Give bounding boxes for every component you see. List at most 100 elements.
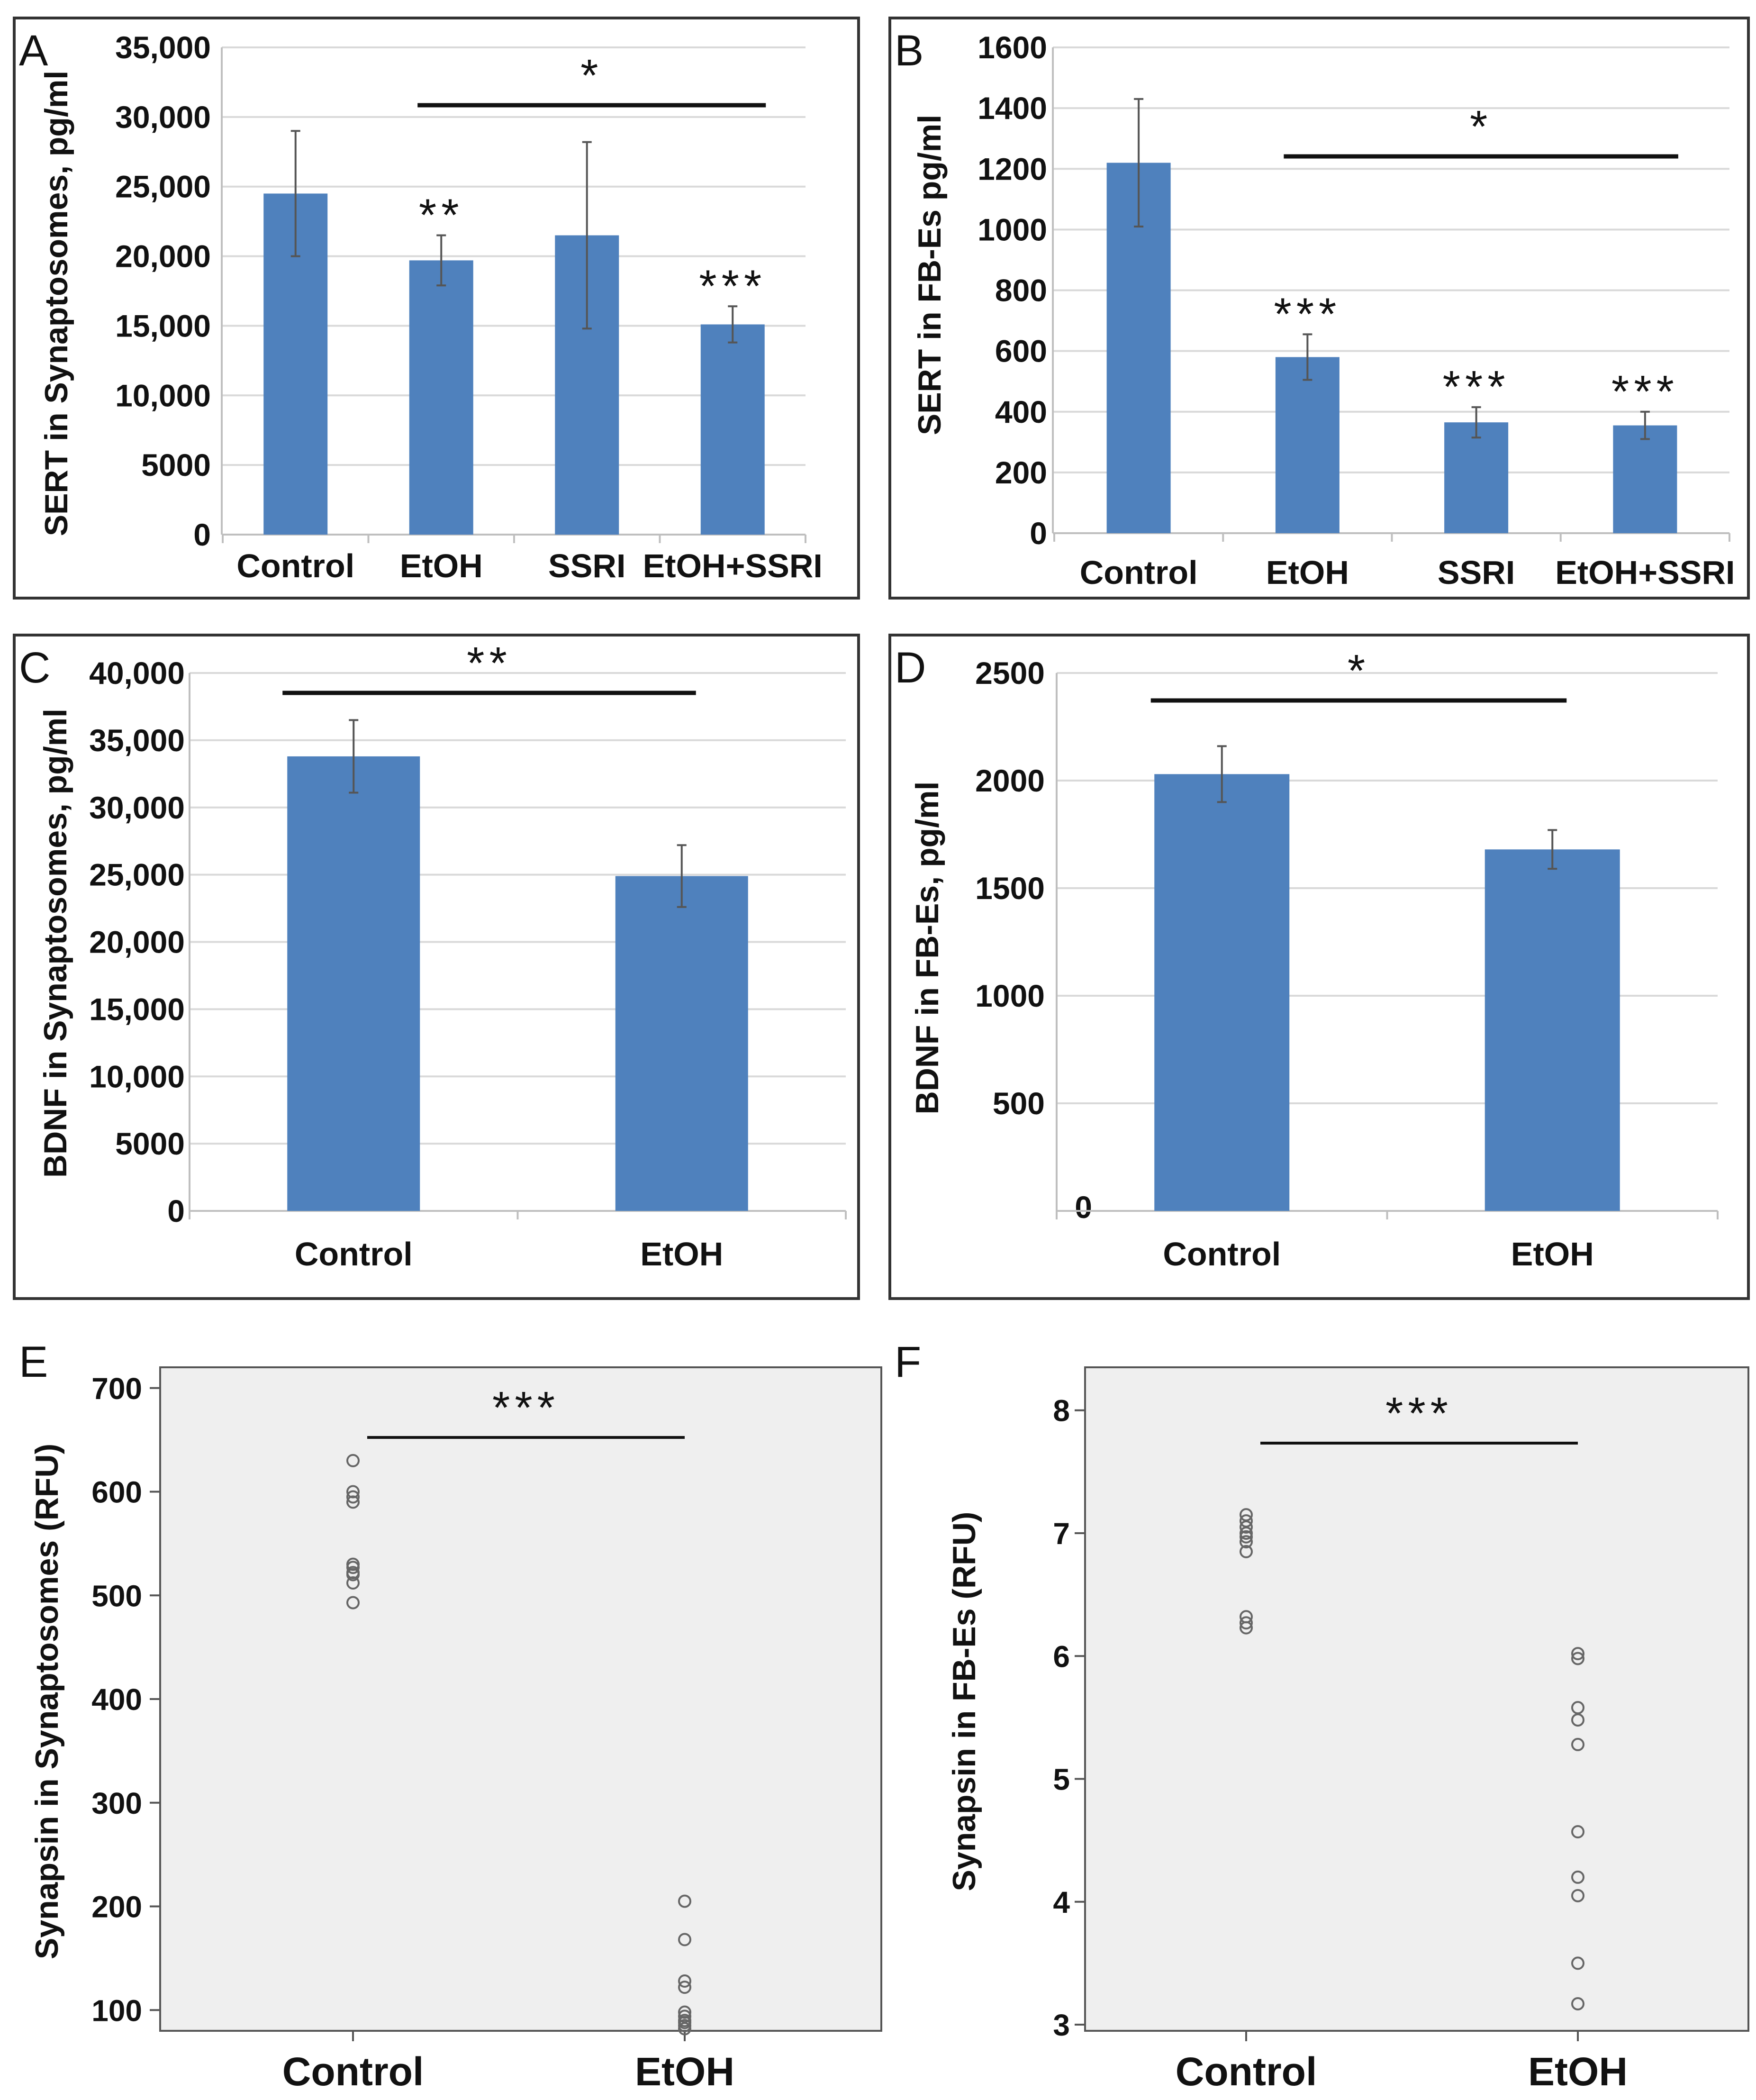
- data-point-etoh: [1571, 1997, 1584, 2010]
- data-point-control: [1240, 1545, 1253, 1558]
- y-tick-label: 1500: [975, 871, 1045, 906]
- panel-f: F 3 4 5 6 7 8 Control EtOH *** Synapsin in FB-Es (…: [895, 1338, 1749, 2094]
- data-point-etoh: [678, 1974, 691, 1988]
- data-point-etoh: [1571, 1889, 1584, 1902]
- y-tick-label: 5000: [141, 447, 211, 482]
- y-axis-label: Synapsin in Synaptosomes (RFU): [29, 1444, 65, 1959]
- data-point-control: [346, 1485, 360, 1499]
- data-point-etoh: [1571, 1870, 1584, 1884]
- y-tick-label: 1400: [978, 91, 1047, 126]
- y-tick-label: 30,000: [115, 100, 211, 135]
- data-point-etoh: [1571, 1737, 1584, 1751]
- data-point-etoh: [1571, 1825, 1584, 1838]
- y-tick-label: 300: [91, 1786, 142, 1820]
- y-tick-label: 15,000: [115, 308, 211, 343]
- x-category-label: EtOH: [1511, 1236, 1594, 1273]
- y-tick-label: 0: [167, 1193, 185, 1228]
- y-tick-label: 20,000: [89, 925, 185, 960]
- data-point-control: [346, 1561, 360, 1574]
- x-category-label: SSRI: [548, 547, 625, 584]
- y-tick-label: 0: [193, 517, 211, 552]
- y-tick-label: 1000: [978, 212, 1047, 247]
- bar-control: [1154, 774, 1290, 1211]
- panel-letter: B: [895, 27, 923, 75]
- data-point-control: [346, 1490, 360, 1504]
- data-point-control: [1240, 1535, 1253, 1549]
- x-category-label: Control: [295, 1236, 413, 1273]
- data-point-control: [1240, 1621, 1253, 1635]
- data-point-etoh: [678, 2022, 691, 2036]
- bar-etoh: [1275, 357, 1340, 533]
- y-tick-label: 40,000: [89, 655, 185, 691]
- significance-label: ***: [1443, 362, 1510, 412]
- data-point-control: [346, 1596, 360, 1609]
- bracket-label: *: [580, 50, 603, 101]
- panel-frame: [13, 17, 860, 600]
- data-point-etoh: [1571, 1713, 1584, 1727]
- y-tick-label: 1600: [978, 30, 1047, 65]
- y-tick-label: 0: [1075, 1190, 1092, 1225]
- significance-label: ***: [1611, 366, 1679, 417]
- y-tick-label: 5: [1053, 1763, 1070, 1797]
- x-category-label: Control: [1080, 554, 1198, 591]
- data-point-control: [346, 1454, 360, 1467]
- y-tick-label: 600: [91, 1475, 142, 1509]
- bracket-label: ***: [492, 1382, 560, 1433]
- y-tick-label: 15,000: [89, 991, 185, 1027]
- x-category-label: Control: [282, 2049, 424, 2094]
- y-tick-label: 25,000: [115, 169, 211, 204]
- y-tick-label: 20,000: [115, 239, 211, 274]
- panel-letter: E: [19, 1338, 48, 1386]
- y-tick-label: 1000: [975, 978, 1045, 1013]
- x-category-label: EtOH+SSRI: [1555, 554, 1735, 591]
- x-category-label: EtOH: [1266, 554, 1349, 591]
- x-category-label: EtOH+SSRI: [643, 547, 823, 584]
- y-tick-label: 35,000: [115, 30, 211, 65]
- y-tick-label: 7: [1053, 1517, 1070, 1551]
- data-point-control: [1240, 1530, 1253, 1544]
- panel-letter: C: [19, 644, 50, 692]
- y-tick-label: 2000: [975, 763, 1045, 798]
- x-category-label: Control: [1163, 1236, 1281, 1273]
- y-tick-label: 100: [91, 1993, 142, 2027]
- bar-etoh-ssri: [700, 324, 765, 535]
- y-tick-label: 35,000: [89, 723, 185, 758]
- data-point-control: [346, 1576, 360, 1590]
- data-point-control: [1240, 1520, 1253, 1534]
- bracket-label: ***: [1385, 1388, 1453, 1439]
- y-tick-label: 3: [1053, 2008, 1070, 2042]
- y-tick-label: 1200: [978, 151, 1047, 186]
- bar-etoh: [615, 876, 748, 1211]
- x-category-label: Control: [1176, 2049, 1317, 2094]
- y-axis-label: Synapsin in FB-Es (RFU): [946, 1512, 982, 1891]
- y-tick-label: 800: [995, 273, 1047, 308]
- panel-frame: [888, 634, 1750, 1300]
- y-tick-label: 500: [993, 1086, 1045, 1121]
- panel-c: C 0 5000 10,000 15,000 20,000 25,000 30,000 35,0…: [13, 634, 860, 1300]
- y-axis-label: SERT in FB-Es pg/ml: [912, 115, 948, 435]
- y-tick-label: 6: [1053, 1639, 1070, 1673]
- y-tick-label: 10,000: [115, 378, 211, 413]
- data-point-etoh: [678, 2009, 691, 2023]
- y-tick-label: 10,000: [89, 1059, 185, 1094]
- panel-frame: [13, 634, 860, 1300]
- y-tick-label: 200: [91, 1890, 142, 1924]
- significance-label: ***: [1274, 289, 1341, 339]
- significance-label: **: [419, 190, 464, 241]
- y-tick-label: 600: [995, 334, 1047, 369]
- data-point-etoh: [678, 1894, 691, 1908]
- bracket-label: *: [1470, 101, 1492, 152]
- plot-background: [1084, 1366, 1749, 2032]
- x-category-label: EtOH: [400, 547, 483, 584]
- y-tick-label: 200: [995, 455, 1047, 490]
- y-axis-label: SERT in Synaptosomes, pg/ml: [38, 71, 74, 536]
- panel-letter: D: [895, 644, 926, 692]
- panel-letter: A: [19, 27, 48, 75]
- panel-e: E 100 200 300 400 500 600 700 Control EtOH *** Syna…: [19, 1338, 882, 2094]
- y-tick-label: 2500: [975, 655, 1045, 691]
- bar-control: [287, 756, 420, 1211]
- x-category-label: EtOH: [635, 2049, 734, 2094]
- data-point-control: [346, 1568, 360, 1582]
- bar-ssri: [1444, 422, 1509, 533]
